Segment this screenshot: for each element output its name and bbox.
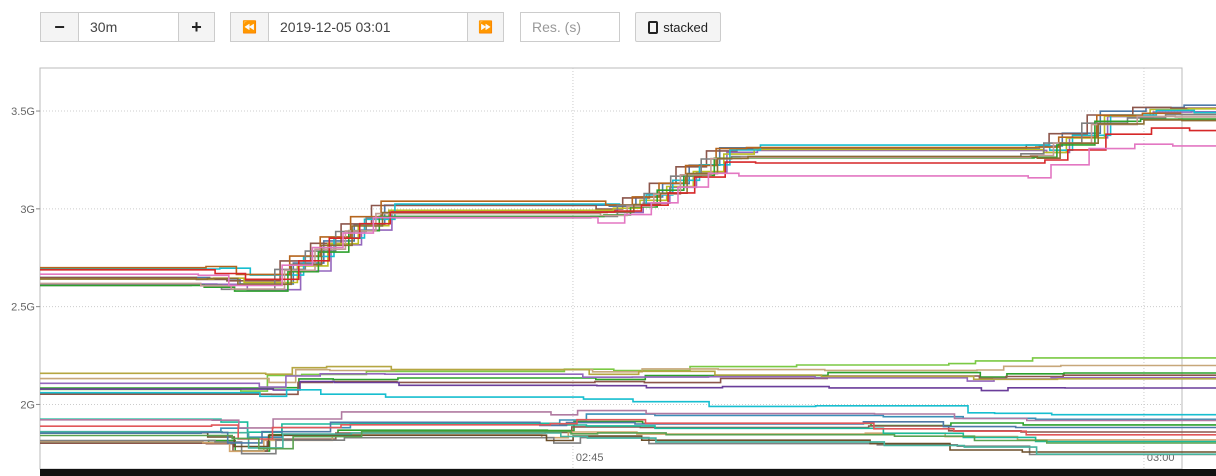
- y-tick-label: 2.5G: [11, 302, 35, 314]
- series-line-lower: [40, 420, 1216, 452]
- series-line-lower: [40, 421, 1216, 444]
- series-line-upper: [40, 109, 1216, 276]
- series-line-upper: [40, 108, 1216, 284]
- y-tick-label: 2G: [20, 399, 35, 411]
- end-time-input[interactable]: 2019-12-05 03:01: [268, 12, 468, 42]
- time-back-button[interactable]: ⏪: [230, 12, 269, 42]
- series-line-upper: [40, 113, 1216, 291]
- series-line-middle: [40, 380, 1216, 392]
- y-tick-label: 3.5G: [11, 106, 35, 118]
- series-line-lower: [40, 418, 1216, 440]
- range-increase-button[interactable]: +: [178, 12, 215, 42]
- range-decrease-button[interactable]: −: [40, 12, 79, 42]
- series-line-upper: [40, 143, 1216, 287]
- series-line-upper: [40, 115, 1216, 290]
- series-line-upper: [40, 112, 1216, 276]
- series-line-upper: [40, 106, 1216, 282]
- series-line-upper: [40, 118, 1216, 292]
- series-line-upper: [40, 127, 1216, 281]
- series-line-upper: [40, 104, 1216, 285]
- y-tick-label: 3G: [20, 204, 35, 216]
- resolution-input[interactable]: Res. (s): [520, 12, 620, 42]
- series-line-middle: [40, 371, 1216, 389]
- graph-footer-bar: [40, 469, 1216, 476]
- range-input[interactable]: 30m: [78, 12, 179, 42]
- series-line-middle: [40, 374, 1216, 396]
- series-line-lower: [40, 430, 1216, 450]
- series-line-middle: [40, 364, 1216, 384]
- stacked-toggle-button[interactable]: stacked: [635, 12, 721, 42]
- time-forward-button[interactable]: ⏩: [467, 12, 504, 42]
- rewind-icon: ⏪: [242, 20, 257, 34]
- series-line-middle: [40, 365, 1216, 381]
- series-line-middle: [40, 389, 1216, 416]
- series-line-middle: [40, 357, 1216, 392]
- series-line-lower: [40, 418, 1216, 443]
- fast-forward-icon: ⏩: [478, 20, 493, 34]
- checkbox-icon: [648, 20, 659, 34]
- series-line-upper: [40, 111, 1216, 291]
- x-tick-label: 02:45: [576, 452, 604, 464]
- stacked-label: stacked: [663, 19, 708, 35]
- series-line-lower: [40, 436, 1216, 456]
